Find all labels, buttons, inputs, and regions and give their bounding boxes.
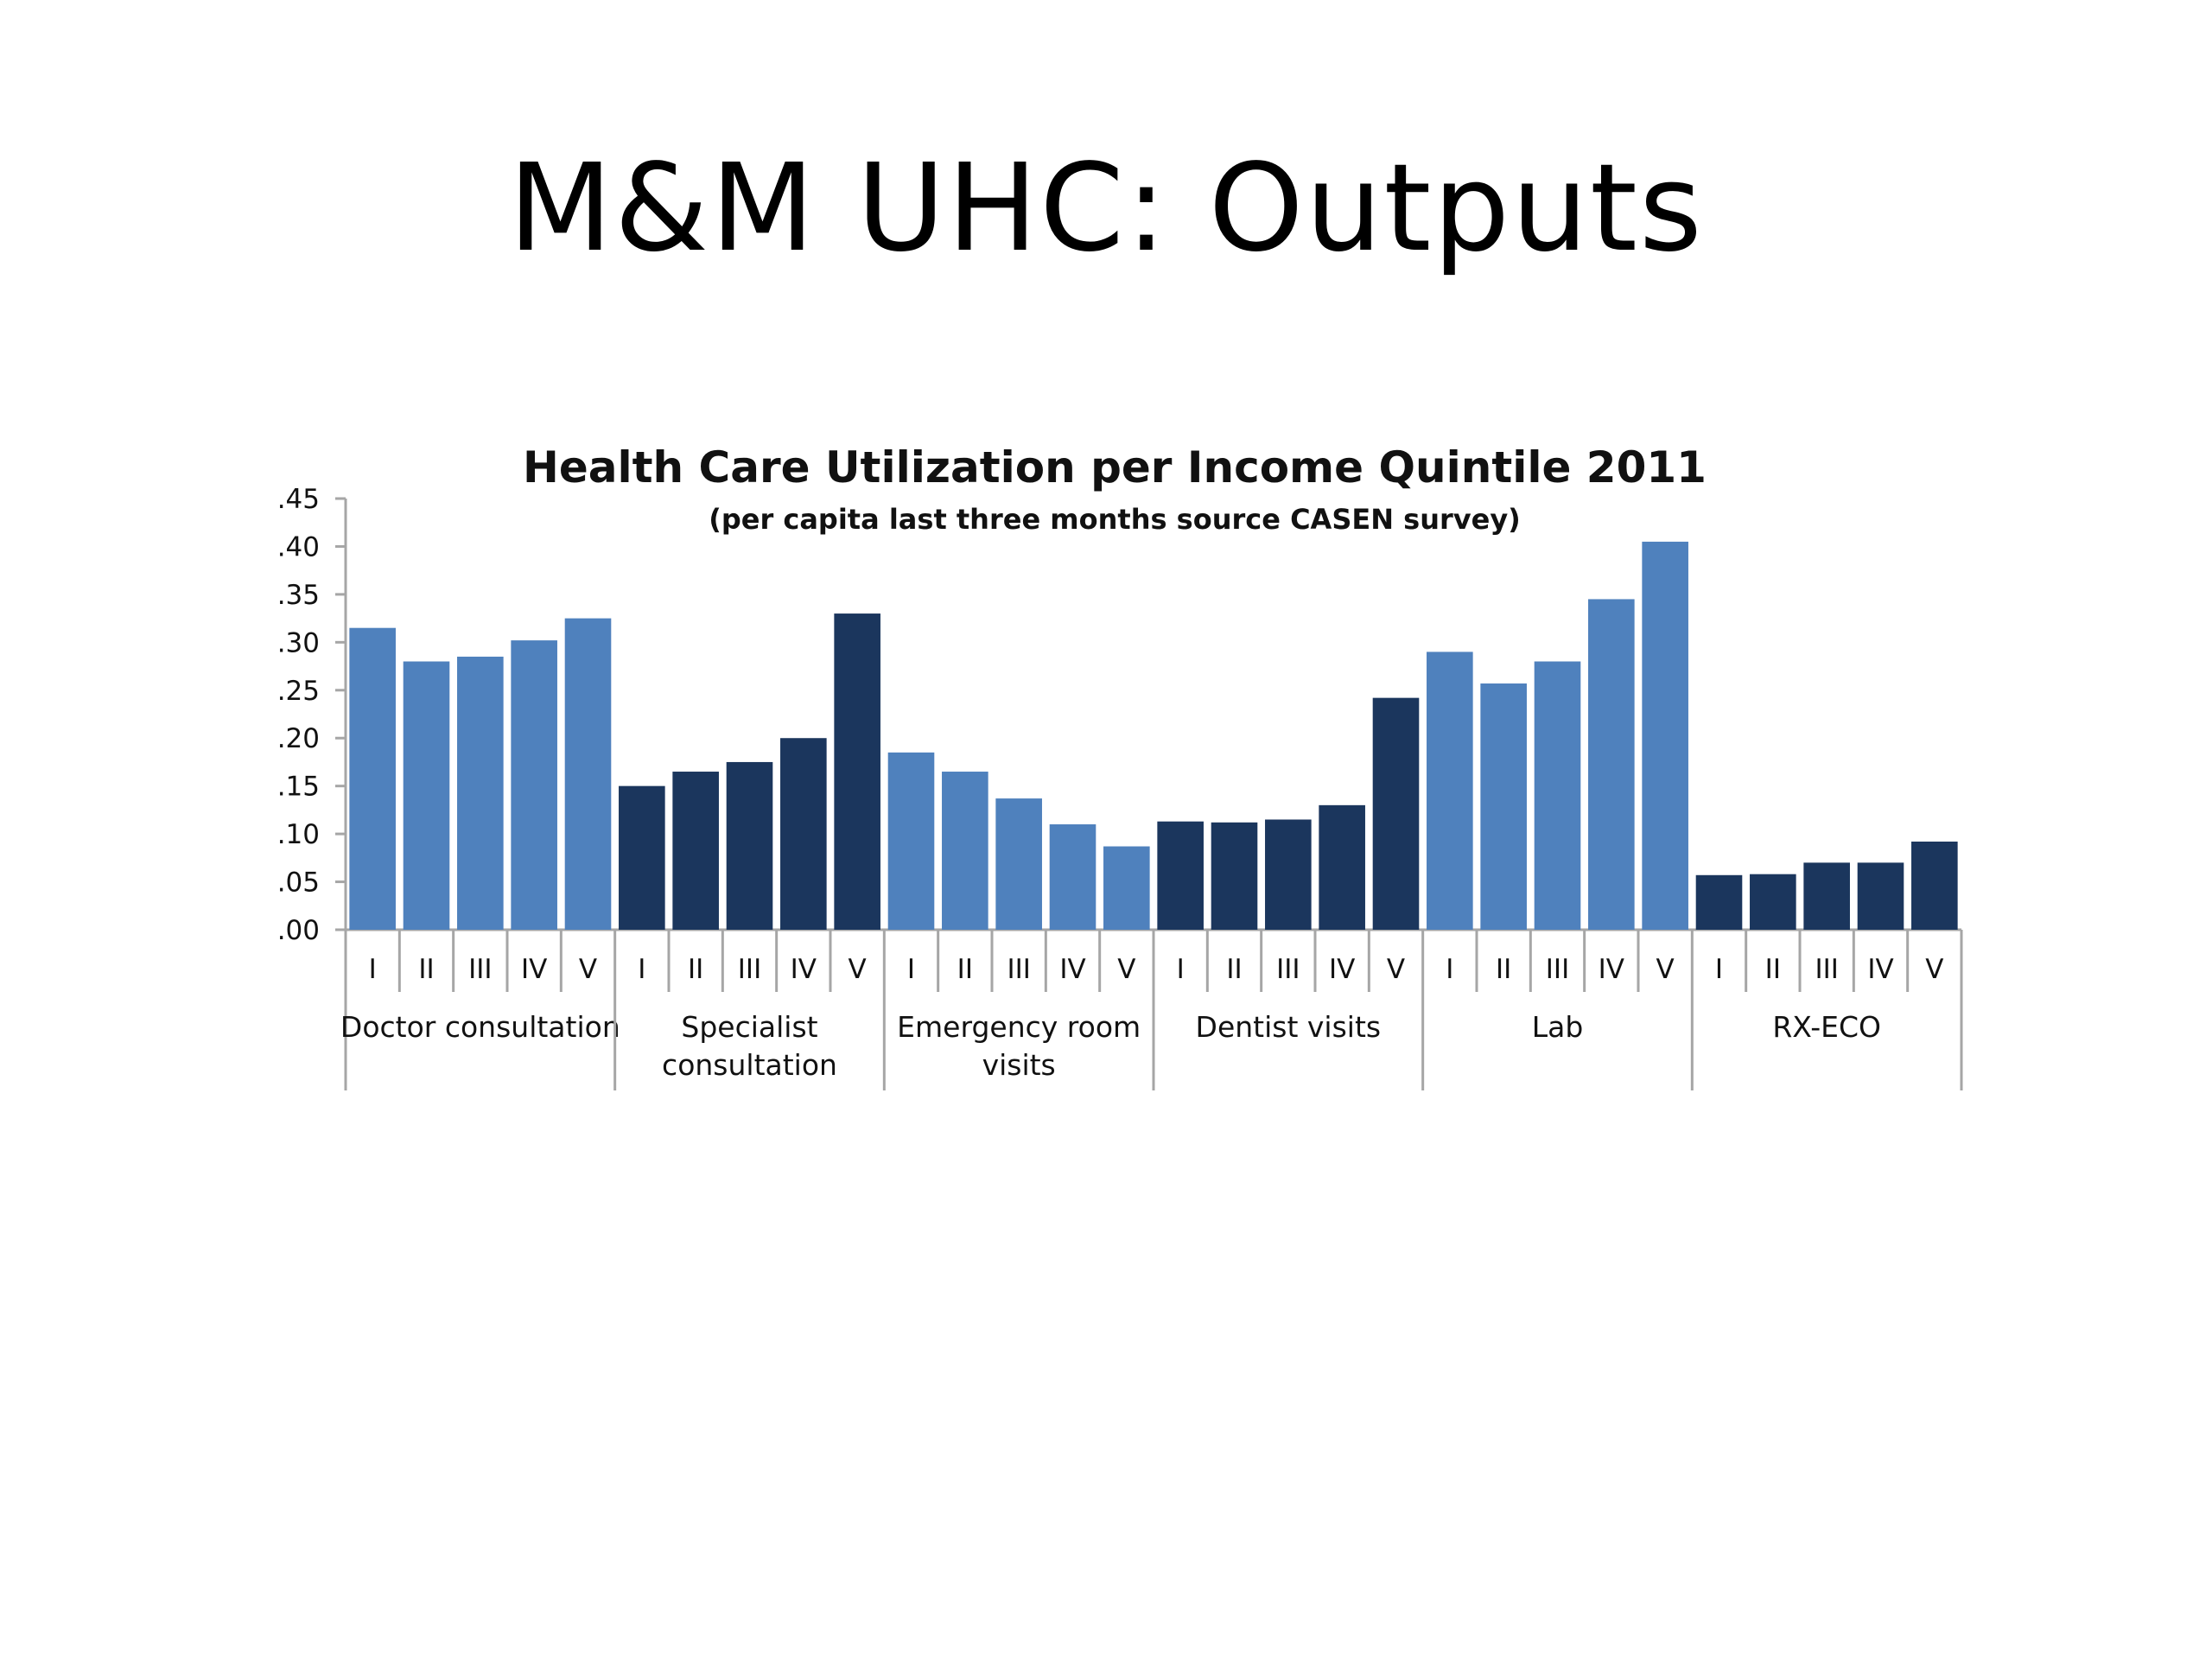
quintile-label: V	[1387, 954, 1405, 985]
group-label: Specialist	[681, 1010, 817, 1044]
group-label: consultation	[662, 1048, 837, 1082]
quintile-label: IV	[1867, 954, 1893, 985]
bar	[1911, 841, 1958, 930]
bar	[1695, 874, 1743, 930]
quintile-label: IV	[1059, 954, 1085, 985]
y-tick-label: .25	[277, 676, 320, 707]
bar	[672, 772, 719, 930]
bar	[1857, 862, 1904, 930]
quintile-label: I	[369, 954, 377, 985]
bar	[564, 618, 612, 930]
y-tick-label: .35	[277, 580, 320, 611]
quintile-label: II	[418, 954, 434, 985]
y-tick-label: .10	[277, 819, 320, 850]
bar	[995, 798, 1042, 930]
bar	[1534, 661, 1581, 930]
bar	[457, 656, 504, 930]
bar	[1319, 804, 1365, 930]
quintile-label: III	[1007, 954, 1030, 985]
quintile-label: II	[1496, 954, 1511, 985]
quintile-label: IV	[791, 954, 817, 985]
y-tick-label: .05	[277, 868, 320, 899]
bar	[942, 772, 988, 930]
y-tick-label: .00	[277, 915, 320, 946]
quintile-label: III	[1815, 954, 1838, 985]
y-tick-label: .40	[277, 531, 320, 563]
chart-title: Health Care Utilization per Income Quint…	[523, 442, 1707, 493]
slide-title: M&M UHC: Outputs	[508, 138, 1704, 279]
bar	[1211, 822, 1258, 930]
quintile-label: III	[1276, 954, 1300, 985]
bar	[1372, 697, 1420, 930]
bar	[1642, 541, 1688, 930]
quintile-label: I	[1177, 954, 1185, 985]
bar	[1427, 652, 1473, 930]
bar	[511, 640, 557, 930]
quintile-label: II	[1226, 954, 1242, 985]
quintile-label: III	[468, 954, 492, 985]
chart-subtitle: (per capita last three months source CAS…	[709, 503, 1521, 536]
quintile-label: I	[1446, 954, 1453, 985]
y-tick-label: .20	[277, 723, 320, 754]
bar	[1588, 599, 1635, 930]
y-tick-label: .30	[277, 627, 320, 658]
bar	[1480, 683, 1527, 930]
y-tick-label: .45	[277, 484, 320, 515]
bar	[1803, 862, 1850, 930]
quintile-label: V	[1117, 954, 1135, 985]
group-label: visits	[982, 1048, 1056, 1082]
quintile-label: I	[638, 954, 645, 985]
quintile-label: IV	[1329, 954, 1355, 985]
group-label: Dentist visits	[1196, 1010, 1382, 1044]
bar	[619, 785, 665, 930]
bar	[887, 752, 935, 930]
quintile-label: V	[579, 954, 597, 985]
bar	[1265, 819, 1312, 930]
quintile-label: I	[907, 954, 915, 985]
quintile-label: II	[1765, 954, 1781, 985]
quintile-label: V	[849, 954, 867, 985]
quintile-label: V	[1656, 954, 1675, 985]
bar	[1157, 821, 1204, 930]
group-label: Doctor consultation	[340, 1010, 620, 1044]
quintile-label: II	[957, 954, 973, 985]
quintile-label: V	[1925, 954, 1943, 985]
quintile-label: II	[688, 954, 703, 985]
bar	[834, 613, 880, 930]
group-label: RX-ECO	[1772, 1010, 1881, 1044]
quintile-label: IV	[1599, 954, 1624, 985]
bar	[726, 761, 773, 930]
group-label: Lab	[1532, 1010, 1584, 1044]
bar	[1103, 846, 1150, 930]
bar	[780, 738, 827, 930]
bar	[1049, 824, 1096, 930]
group-label: Emergency room	[897, 1010, 1141, 1044]
bar	[349, 627, 396, 930]
bar	[1750, 874, 1796, 930]
bar	[403, 661, 450, 930]
y-tick-label: .15	[277, 772, 320, 803]
quintile-label: I	[1715, 954, 1723, 985]
quintile-label: IV	[521, 954, 547, 985]
quintile-label: III	[1546, 954, 1569, 985]
quintile-label: III	[738, 954, 761, 985]
